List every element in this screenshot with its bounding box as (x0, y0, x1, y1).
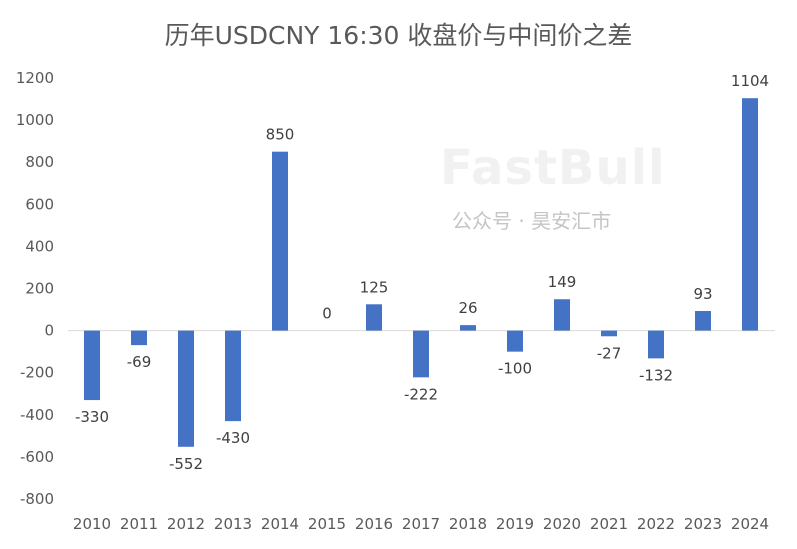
x-tick-label: 2024 (731, 515, 769, 533)
x-tick-label: 2017 (402, 515, 440, 533)
data-label: 26 (458, 299, 477, 317)
x-tick-label: 2016 (355, 515, 393, 533)
data-label: 850 (266, 126, 295, 144)
y-tick-label: -200 (20, 364, 54, 382)
data-label: -330 (75, 408, 109, 426)
bar (84, 330, 100, 401)
data-label: -27 (597, 344, 622, 362)
bar (554, 299, 570, 331)
bar (225, 330, 241, 422)
data-label: 0 (322, 305, 332, 323)
data-label: 93 (693, 285, 712, 303)
y-tick-label: 200 (25, 280, 54, 298)
y-tick-label: 0 (44, 322, 54, 340)
data-label: -552 (169, 455, 203, 473)
x-tick-label: 2014 (261, 515, 299, 533)
x-tick-label: 2023 (684, 515, 722, 533)
data-label: -69 (127, 353, 152, 371)
watermark-logo: FastBull (440, 140, 666, 196)
y-tick-label: -800 (20, 490, 54, 508)
x-tick-label: 2018 (449, 515, 487, 533)
data-label: -100 (498, 360, 532, 378)
bar (460, 325, 476, 331)
bar (366, 304, 382, 331)
x-tick-label: 2012 (167, 515, 205, 533)
bar (507, 330, 523, 352)
data-label: 149 (548, 273, 577, 291)
bar (601, 330, 617, 337)
data-label: -430 (216, 429, 250, 447)
y-tick-label: -600 (20, 448, 54, 466)
y-tick-label: 400 (25, 237, 54, 255)
bar (272, 151, 288, 331)
bar (178, 330, 194, 447)
x-tick-label: 2011 (120, 515, 158, 533)
x-tick-label: 2013 (214, 515, 252, 533)
x-tick-label: 2015 (308, 515, 346, 533)
y-tick-label: -400 (20, 406, 54, 424)
x-tick-label: 2020 (543, 515, 581, 533)
chart-title: 历年USDCNY 16:30 收盘价与中间价之差 (164, 21, 633, 50)
x-tick-label: 2019 (496, 515, 534, 533)
x-tick-label: 2021 (590, 515, 628, 533)
watermark-text: 公众号 · 昊安汇市 (452, 209, 612, 233)
bar (648, 330, 664, 359)
y-tick-label: 600 (25, 195, 54, 213)
x-tick-label: 2022 (637, 515, 675, 533)
data-label: 125 (360, 278, 389, 296)
bar (131, 330, 147, 346)
bar (695, 311, 711, 331)
y-tick-label: 1000 (16, 111, 54, 129)
data-label: -222 (404, 385, 438, 403)
bar (413, 330, 429, 378)
bar (742, 98, 758, 331)
data-label: 1104 (731, 72, 769, 90)
x-tick-label: 2010 (73, 515, 111, 533)
data-label: -132 (639, 366, 673, 384)
y-tick-label: 1200 (16, 69, 54, 87)
y-tick-label: 800 (25, 153, 54, 171)
